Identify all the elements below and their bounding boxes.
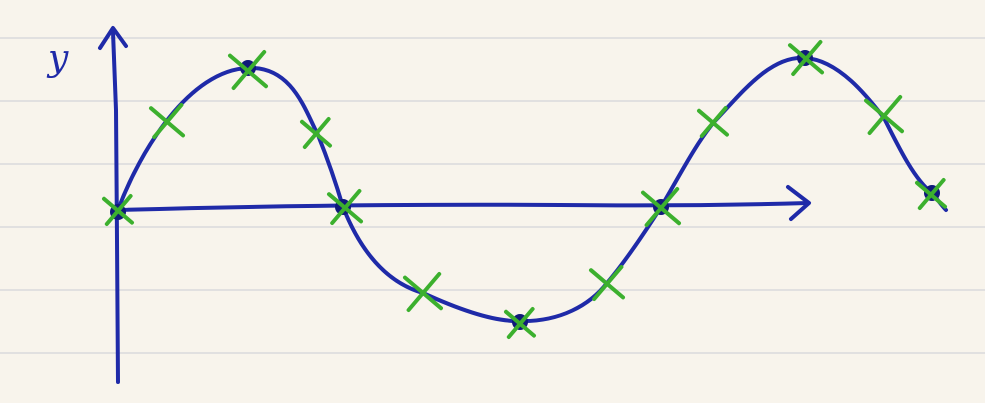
- cross-mark-icon: [228, 50, 268, 90]
- sine-curve: [116, 55, 948, 324]
- plotted-crosses: [102, 40, 947, 339]
- x-axis: [116, 201, 810, 212]
- x-axis-arrowhead: [786, 185, 811, 221]
- cross-mark-icon: [102, 194, 134, 226]
- ruled-lines: [0, 37, 985, 354]
- cross-mark-icon: [327, 189, 363, 225]
- cross-mark-icon: [149, 103, 185, 139]
- cross-mark-icon: [403, 272, 443, 312]
- cross-mark-icon: [915, 178, 947, 210]
- cross-mark-icon: [697, 106, 729, 138]
- y-axis-label: y: [46, 38, 69, 79]
- y-axis-arrowhead: [98, 26, 128, 50]
- cross-mark-icon: [864, 95, 904, 135]
- cross-mark-icon: [300, 117, 332, 149]
- cross-mark-icon: [504, 307, 536, 339]
- cross-mark-icon: [589, 265, 625, 301]
- cross-mark-icon: [788, 40, 824, 76]
- plotted-dots: [110, 50, 940, 330]
- y-axis: [111, 30, 120, 384]
- cross-mark-icon: [641, 187, 681, 227]
